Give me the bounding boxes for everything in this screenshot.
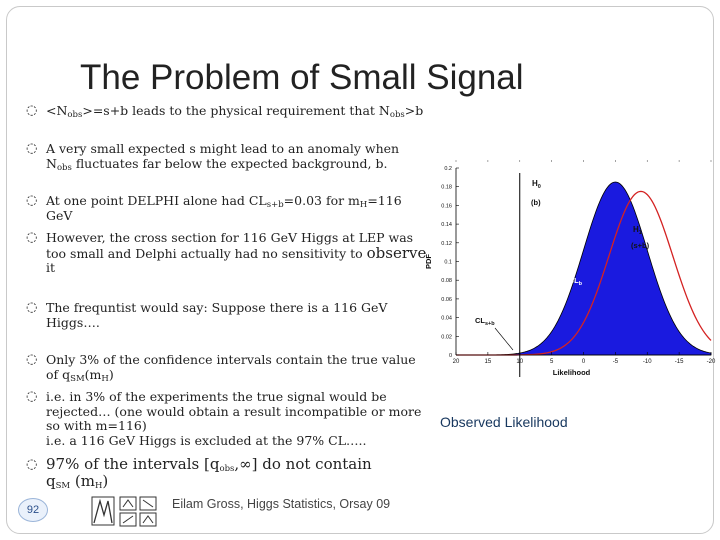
series-h0-area — [456, 181, 712, 356]
bullet-marker: ◌ — [26, 103, 38, 118]
bullet-marker: ◌ — [26, 389, 38, 404]
bullet-marker: ◌ — [26, 352, 38, 367]
cl-sb-label: CLs+b — [475, 316, 495, 327]
y-tick-label: 0.1 — [444, 260, 452, 266]
bullet-marker: ◌ — [26, 193, 38, 208]
y-axis-label: PDF — [425, 254, 433, 269]
slide-title: The Problem of Small Signal — [80, 58, 524, 97]
bullet-5: The frequntist would say: Suppose there … — [46, 300, 388, 330]
x-tick-label: 10 — [516, 359, 523, 365]
bullet-marker: ◌ — [26, 141, 38, 156]
x-tick-label: 0 — [582, 359, 586, 365]
x-axis-label: Likelihood — [553, 368, 591, 377]
bullet-2: A very small expected s might lead to an… — [46, 141, 400, 173]
series-h0-label: H0 — [532, 179, 541, 190]
y-tick-label: 0.02 — [441, 334, 452, 340]
x-tick-label: -10 — [643, 359, 652, 365]
x-tick-label: 5 — [550, 359, 554, 365]
y-tick-label: 0 — [449, 353, 452, 359]
bullet-7: i.e. in 3% of the experiments the true s… — [46, 389, 422, 448]
weizmann-logo-icon — [91, 496, 157, 527]
y-tick-label: 0.2 — [444, 166, 452, 172]
page-number: 92 — [18, 498, 48, 522]
bullet-6: Only 3% of the confidence intervals cont… — [46, 352, 416, 384]
x-tick-label: -15 — [675, 359, 684, 365]
series-h1-sublabel: (s+b) — [631, 241, 650, 250]
observed-likelihood-label: Observed Likelihood — [440, 414, 568, 430]
y-tick-label: 0.06 — [441, 297, 452, 303]
series-h1-label: H1 — [633, 225, 642, 236]
one-minus-clb-label: 1-CLb — [562, 276, 583, 287]
bullet-1: <Nobs>=s+b leads to the physical require… — [46, 103, 424, 120]
bullet-marker: ◌ — [26, 300, 38, 315]
bullet-4: However, the cross section for 116 GeV H… — [46, 230, 427, 275]
x-tick-label: -20 — [707, 359, 716, 365]
slide-frame — [6, 6, 714, 534]
x-tick-label: 20 — [453, 359, 460, 365]
y-tick-label: 0.08 — [441, 278, 452, 284]
cl-sb-pointer — [494, 327, 514, 351]
y-tick-label: 0.14 — [441, 222, 452, 228]
y-tick-label: 0.16 — [441, 203, 452, 209]
likelihood-pdf-chart: 0 0.02 0.04 0.06 0.08 0.1 0.12 0.14 0.16 0.18 0.2 2… — [425, 160, 716, 377]
footer-credit: Eilam Gross, Higgs Statistics, Orsay 09 — [172, 497, 391, 511]
series-h0-sublabel: (b) — [531, 198, 541, 207]
bullet-marker: ◌ — [26, 457, 38, 472]
x-tick-label: -5 — [613, 359, 619, 365]
bullet-marker: ◌ — [26, 230, 38, 245]
bullet-8: 97% of the intervals [qobs,∞] do not con… — [46, 455, 372, 491]
y-tick-label: 0.12 — [441, 241, 452, 247]
y-tick-label: 0.04 — [441, 316, 452, 322]
bullet-3: At one point DELPHI alone had CLs+b=0.03… — [46, 193, 402, 223]
y-tick-label: 0.18 — [441, 185, 452, 191]
x-tick-label: 15 — [485, 359, 492, 365]
